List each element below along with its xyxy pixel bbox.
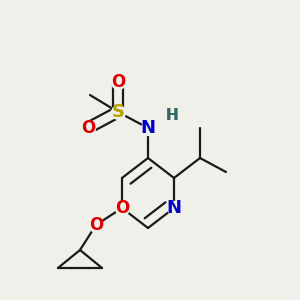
Text: O: O (111, 73, 125, 91)
Text: S: S (112, 103, 124, 121)
Text: H: H (166, 107, 178, 122)
Text: O: O (89, 216, 103, 234)
Text: O: O (115, 199, 129, 217)
Text: N: N (167, 199, 182, 217)
Text: N: N (140, 119, 155, 137)
Text: O: O (81, 119, 95, 137)
Text: H: H (166, 107, 178, 122)
